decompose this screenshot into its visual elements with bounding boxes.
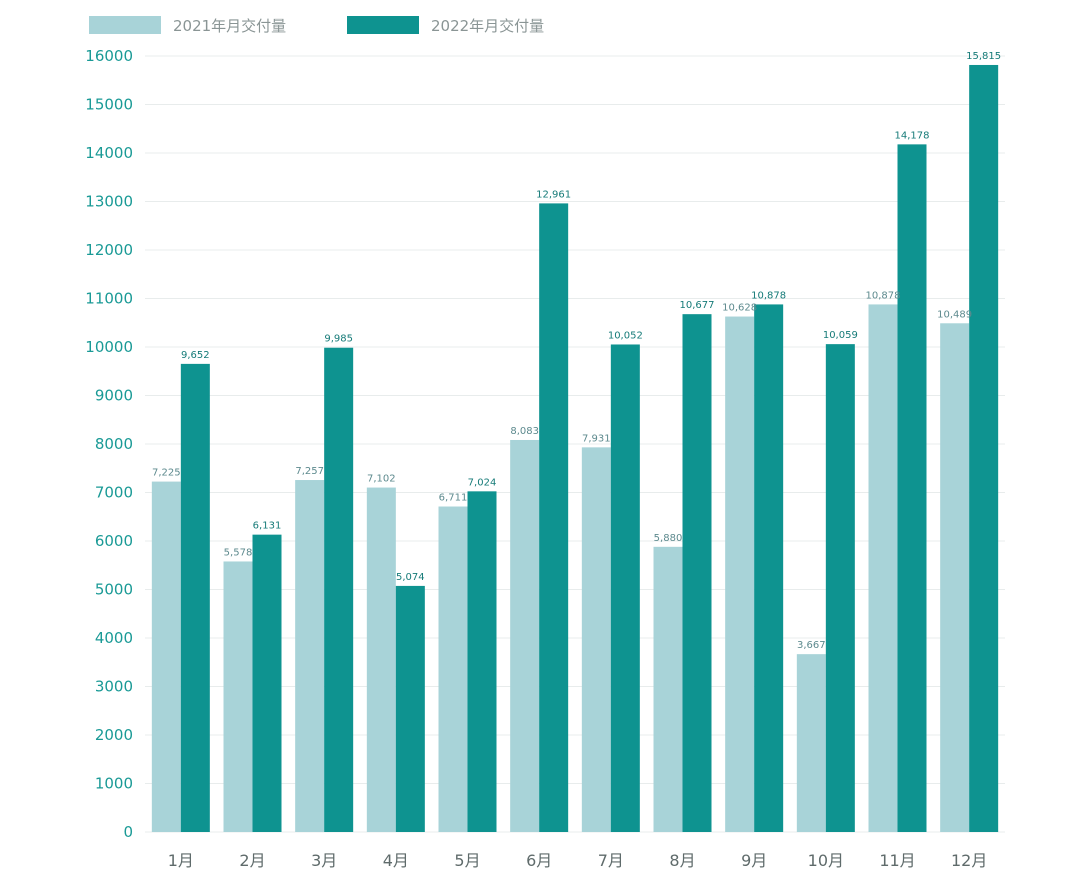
bar-2021 (295, 480, 325, 832)
x-tick-label: 3月 (311, 851, 337, 870)
x-axis: 1月 2月 3月 4月 5月 6月 7月 8月 9月 10月 11月 12月 (168, 851, 988, 870)
bar-2021 (223, 561, 253, 832)
value-label: 9,652 (181, 350, 210, 361)
y-tick-label: 11000 (85, 290, 133, 308)
bars (151, 64, 999, 833)
value-label: 10,059 (823, 330, 858, 341)
bar-2022 (610, 344, 640, 832)
y-tick-label: 5000 (95, 581, 133, 599)
value-label: 5,578 (224, 547, 253, 558)
x-tick-label: 1月 (168, 851, 194, 870)
bar-2022 (682, 314, 712, 832)
bar-2022 (395, 585, 425, 832)
x-tick-label: 12月 (951, 851, 987, 870)
value-label: 5,880 (654, 533, 683, 544)
data-labels: 7,225 9,652 5,578 6,131 7,257 9,985 7,102 5,074… (152, 51, 1001, 651)
bar-2021 (725, 316, 755, 832)
bar-2021 (438, 506, 468, 832)
x-tick-label: 6月 (526, 851, 552, 870)
value-label: 10,489 (937, 309, 972, 320)
y-tick-label: 0 (123, 823, 133, 841)
x-tick-label: 11月 (879, 851, 915, 870)
value-label: 7,257 (295, 466, 324, 477)
value-label: 3,667 (797, 640, 826, 651)
bar-2021 (868, 304, 898, 832)
value-label: 10,878 (751, 290, 786, 301)
value-label: 5,074 (396, 572, 425, 583)
bar-2022 (467, 491, 497, 832)
bar-2021 (796, 654, 826, 832)
value-label: 6,131 (253, 521, 282, 532)
value-label: 7,225 (152, 468, 181, 479)
y-tick-label: 9000 (95, 387, 133, 405)
value-label: 12,961 (536, 189, 571, 200)
y-tick-label: 3000 (95, 678, 133, 696)
bar-2021 (653, 546, 683, 832)
y-tick-label: 7000 (95, 484, 133, 502)
y-tick-label: 4000 (95, 629, 133, 647)
value-label: 7,024 (468, 477, 497, 488)
bar-2022 (897, 144, 927, 832)
y-tick-label: 1000 (95, 775, 133, 793)
y-tick-label: 15000 (85, 96, 133, 114)
y-tick-label: 13000 (85, 193, 133, 211)
legend: 2021年月交付量 2022年月交付量 (89, 16, 544, 35)
value-label: 9,985 (324, 334, 353, 345)
value-label: 10,628 (722, 303, 757, 314)
bar-2021 (151, 481, 181, 832)
y-tick-label: 14000 (85, 144, 133, 162)
bar-2022 (180, 363, 210, 832)
value-label: 10,052 (608, 330, 643, 341)
bar-2022 (969, 64, 999, 832)
bar-2022 (539, 203, 569, 833)
bar-2022 (324, 347, 354, 832)
value-label: 7,931 (582, 433, 611, 444)
legend-swatch-2022 (347, 16, 419, 34)
bar-2022 (754, 304, 784, 832)
bar-2021 (581, 447, 611, 832)
y-tick-label: 10000 (85, 338, 133, 356)
value-label: 8,083 (510, 426, 539, 437)
value-label: 15,815 (966, 51, 1001, 62)
bar-2022 (825, 344, 855, 832)
value-label: 10,677 (680, 300, 715, 311)
x-tick-label: 8月 (669, 851, 695, 870)
value-label: 6,711 (439, 493, 468, 504)
x-tick-label: 4月 (383, 851, 409, 870)
x-tick-label: 10月 (808, 851, 844, 870)
legend-label-2021: 2021年月交付量 (173, 17, 286, 35)
legend-label-2022: 2022年月交付量 (431, 17, 544, 35)
value-label: 10,878 (866, 290, 901, 301)
x-tick-label: 7月 (598, 851, 624, 870)
x-tick-label: 2月 (239, 851, 265, 870)
bar-2021 (940, 323, 970, 832)
legend-swatch-2021 (89, 16, 161, 34)
y-tick-label: 8000 (95, 435, 133, 453)
y-tick-label: 2000 (95, 726, 133, 744)
bar-2021 (366, 487, 396, 832)
x-tick-label: 9月 (741, 851, 767, 870)
y-tick-label: 6000 (95, 532, 133, 550)
value-label: 14,178 (895, 130, 930, 141)
value-label: 7,102 (367, 474, 396, 485)
bar-2022 (252, 534, 282, 832)
y-axis: 0 1000 2000 3000 4000 5000 6000 7000 8000 9000 100… (85, 47, 133, 841)
gridlines (145, 55, 1005, 833)
bar-2021 (510, 439, 540, 832)
x-tick-label: 5月 (454, 851, 480, 870)
y-tick-label: 12000 (85, 241, 133, 259)
y-tick-label: 16000 (85, 47, 133, 65)
